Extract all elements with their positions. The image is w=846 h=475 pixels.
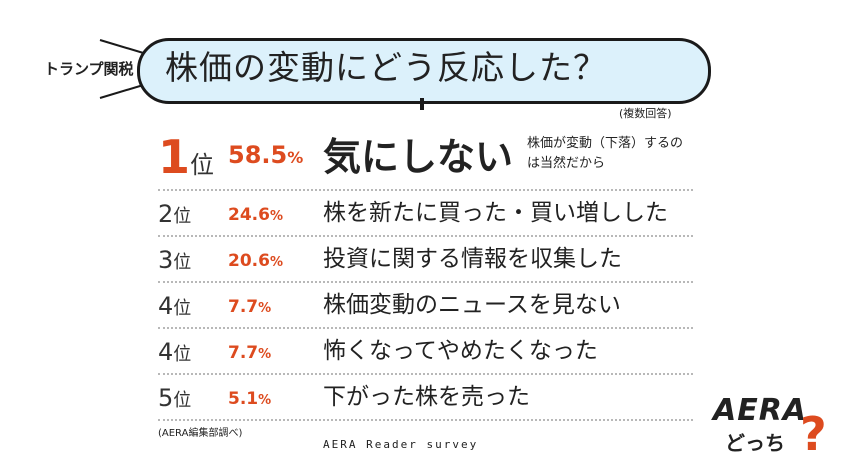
rank-number: 2 bbox=[158, 200, 174, 228]
percent-value: 5.1 bbox=[228, 389, 259, 409]
answer-text: 気にしない bbox=[323, 135, 514, 179]
question-mark-icon: ? bbox=[800, 407, 827, 460]
percent-unit: % bbox=[269, 209, 283, 224]
percent-label: 7.7% bbox=[228, 342, 271, 366]
rank-suffix: 位 bbox=[173, 206, 192, 227]
rank-suffix: 位 bbox=[190, 151, 215, 179]
percent-unit: % bbox=[258, 301, 272, 316]
rank-number: 5 bbox=[158, 384, 174, 412]
percent-value: 58.5 bbox=[228, 141, 288, 169]
rank-label: 3位 bbox=[158, 245, 191, 278]
question-bubble bbox=[137, 38, 711, 104]
percent-unit: % bbox=[258, 347, 272, 362]
survey-label: AERA Reader survey bbox=[323, 438, 479, 451]
percent-label: 7.7% bbox=[228, 296, 271, 320]
logo-sub-text: どっち bbox=[725, 431, 785, 455]
multiple-answer-note: (複数回答) bbox=[619, 107, 672, 120]
ranking-row: 1位 58.5% 気にしない bbox=[158, 127, 693, 191]
ranking-row: 4位 7.7% 怖くなってやめたくなった bbox=[158, 329, 693, 375]
answer-reason: 株価が変動（下落）するのは当然だから bbox=[527, 136, 684, 171]
rank-number: 3 bbox=[158, 246, 174, 274]
topic-label: トランプ関税 bbox=[44, 60, 134, 78]
rank-label: 5位 bbox=[158, 383, 191, 416]
rank-suffix: 位 bbox=[173, 252, 192, 273]
rank-label: 1位 bbox=[158, 129, 214, 185]
answer-text: 株を新たに買った・買い増しした bbox=[323, 200, 668, 226]
rank-suffix: 位 bbox=[173, 298, 192, 319]
percent-value: 7.7 bbox=[228, 343, 259, 363]
question-title: 株価の変動にどう反応した？ bbox=[165, 48, 607, 87]
rank-number: 4 bbox=[158, 338, 174, 366]
percent-unit: % bbox=[287, 148, 304, 167]
rank-label: 4位 bbox=[158, 337, 191, 370]
logo-brand-text: AERA bbox=[711, 393, 807, 428]
percent-label: 58.5% bbox=[228, 141, 303, 169]
percent-label: 24.6% bbox=[228, 204, 283, 228]
percent-value: 20.6 bbox=[228, 251, 270, 271]
rank-suffix: 位 bbox=[173, 344, 192, 365]
ranking-row: 3位 20.6% 投資に関する情報を収集した bbox=[158, 237, 693, 283]
ranking-row: 2位 24.6% 株を新たに買った・買い増しした bbox=[158, 191, 693, 237]
rank-label: 4位 bbox=[158, 291, 191, 324]
answer-text: 下がった株を売った bbox=[323, 384, 530, 410]
percent-label: 20.6% bbox=[228, 250, 283, 274]
bubble-tick bbox=[420, 98, 424, 110]
answer-text: 株価変動のニュースを見ない bbox=[323, 292, 621, 318]
rank-number: 4 bbox=[158, 292, 174, 320]
aera-dotchi-logo: AERA どっち ? bbox=[711, 393, 827, 460]
ranking-row: 5位 5.1% 下がった株を売った bbox=[158, 375, 693, 421]
percent-value: 7.7 bbox=[228, 297, 259, 317]
answer-text: 投資に関する情報を収集した bbox=[323, 246, 622, 272]
rank-label: 2位 bbox=[158, 199, 191, 232]
percent-unit: % bbox=[269, 255, 283, 270]
percent-label: 5.1% bbox=[228, 388, 271, 412]
ranking-row: 4位 7.7% 株価変動のニュースを見ない bbox=[158, 283, 693, 329]
answer-text: 怖くなってやめたくなった bbox=[323, 338, 598, 364]
rank-suffix: 位 bbox=[173, 390, 192, 411]
percent-value: 24.6 bbox=[228, 205, 270, 225]
source-note: (AERA編集部調べ) bbox=[158, 428, 243, 439]
percent-unit: % bbox=[258, 393, 272, 408]
rank-number: 1 bbox=[158, 130, 191, 184]
